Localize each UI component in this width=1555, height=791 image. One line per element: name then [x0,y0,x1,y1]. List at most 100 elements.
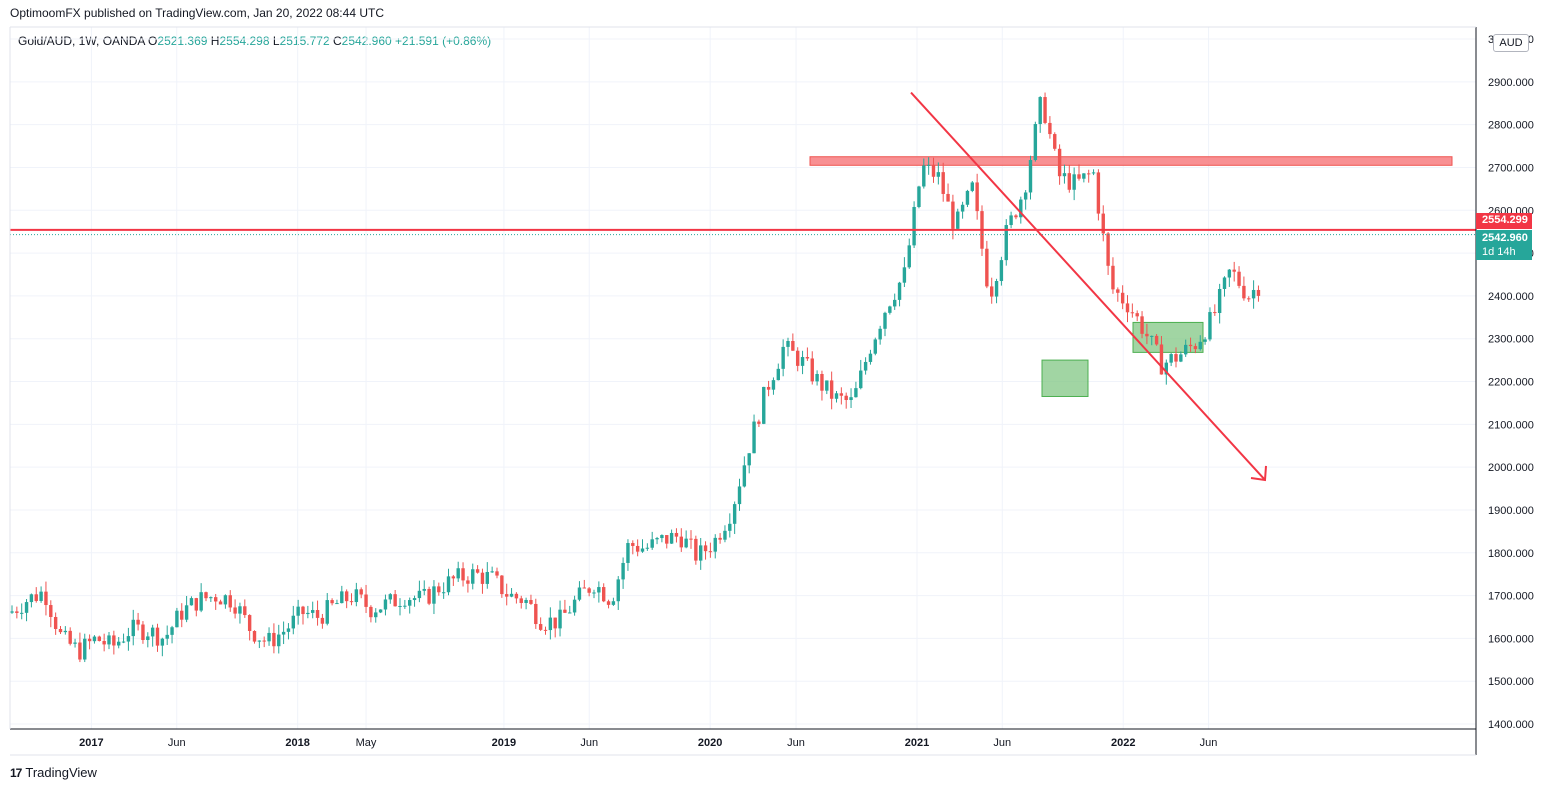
candle-body [796,350,800,366]
y-tick-label: 1500.000 [1488,676,1534,688]
grid [10,27,1476,729]
candle-body [723,530,727,540]
candle-body [78,642,82,660]
candle-body [1256,289,1261,296]
candle-body [936,172,941,177]
candle-body [1067,173,1071,190]
candle-body [126,636,131,642]
candle-body [364,594,368,607]
candle-body [1140,316,1144,334]
low-value: 2515.772 [279,34,330,48]
candle-body [466,580,470,584]
low-label: L [272,34,280,48]
candle-body [359,589,363,595]
candle-body [485,571,489,584]
candle-body [354,589,359,603]
candle-body [505,594,509,597]
candle-body [534,603,538,625]
candle-body [737,486,742,505]
candle-body [616,579,620,602]
candle-body [117,641,121,646]
candle-body [374,612,378,618]
candle-body [446,576,451,593]
candle-body [1164,362,1168,375]
candle-body [703,545,708,552]
x-tick-label: 2021 [905,737,929,749]
candle-body [141,624,145,640]
candle-body [383,599,388,610]
candle-body [956,211,960,229]
candle-body [776,368,780,381]
candle-body [926,164,931,166]
candle-body [626,543,630,563]
candle-body [277,634,281,647]
candle-body [990,286,994,297]
symbol-label[interactable]: Gold/AUD, 1W, OANDA [18,34,145,48]
candle-body [112,635,116,646]
y-tick-label: 1700.000 [1488,591,1534,603]
candle-body [1159,344,1164,375]
candle-body [223,595,228,605]
candle-body [708,551,713,553]
candle-body [699,545,703,561]
x-tick-label: 2022 [1111,737,1135,749]
candle-body [951,201,955,229]
candle-body [1222,277,1227,289]
candle-body [635,545,640,552]
candle-body [165,634,169,639]
support-zone [1041,359,1089,397]
candle-body [732,504,737,524]
candle-body [1028,160,1033,193]
candle-body [73,642,77,644]
candle-body [495,571,499,576]
candle-body [24,602,29,613]
candle-body [136,619,140,625]
candle-body [301,606,305,615]
candle-body [49,605,53,617]
candle-body [1091,172,1096,174]
candle-body [1251,289,1256,299]
candle-body [805,357,810,359]
x-tick-label: Jun [1200,737,1218,749]
candle-body [548,617,553,631]
candle-body [1188,344,1193,347]
footer-brand[interactable]: 17 TradingView [10,765,97,780]
candle-body [606,601,611,605]
candle-body [611,601,616,605]
candle-body [509,593,514,597]
candle-body [752,421,756,454]
candle-body [524,599,528,603]
candle-body [456,568,460,579]
candle-body [1193,346,1198,350]
candle-body [713,537,717,552]
candle-body [291,615,295,629]
candle-body [1053,134,1057,149]
candle-body [849,397,853,400]
candle-body [325,600,329,624]
candle-body [655,538,659,540]
y-tick-label: 2700.000 [1488,162,1534,174]
candle-body [645,547,650,549]
candle-body [398,605,402,607]
candle-body [694,538,698,561]
candle-body [63,630,68,633]
candle-body [1208,312,1212,340]
high-label: H [210,34,220,48]
tradingview-logo-icon: 17 [10,765,22,780]
candle-body [238,606,242,614]
candle-body [228,595,232,608]
candle-body [728,523,732,531]
open-label: O [148,34,158,48]
candle-body [281,631,286,635]
candle-body [471,569,475,584]
x-tick-label: 2018 [285,737,309,749]
currency-selector[interactable]: AUD [1493,34,1529,52]
candle-body [1179,354,1183,362]
brand-text: TradingView [25,765,97,780]
candle-body [257,640,262,642]
candle-body [340,591,344,604]
candle-body [893,299,897,307]
candle-body [1062,173,1067,177]
candle-body [597,587,601,593]
